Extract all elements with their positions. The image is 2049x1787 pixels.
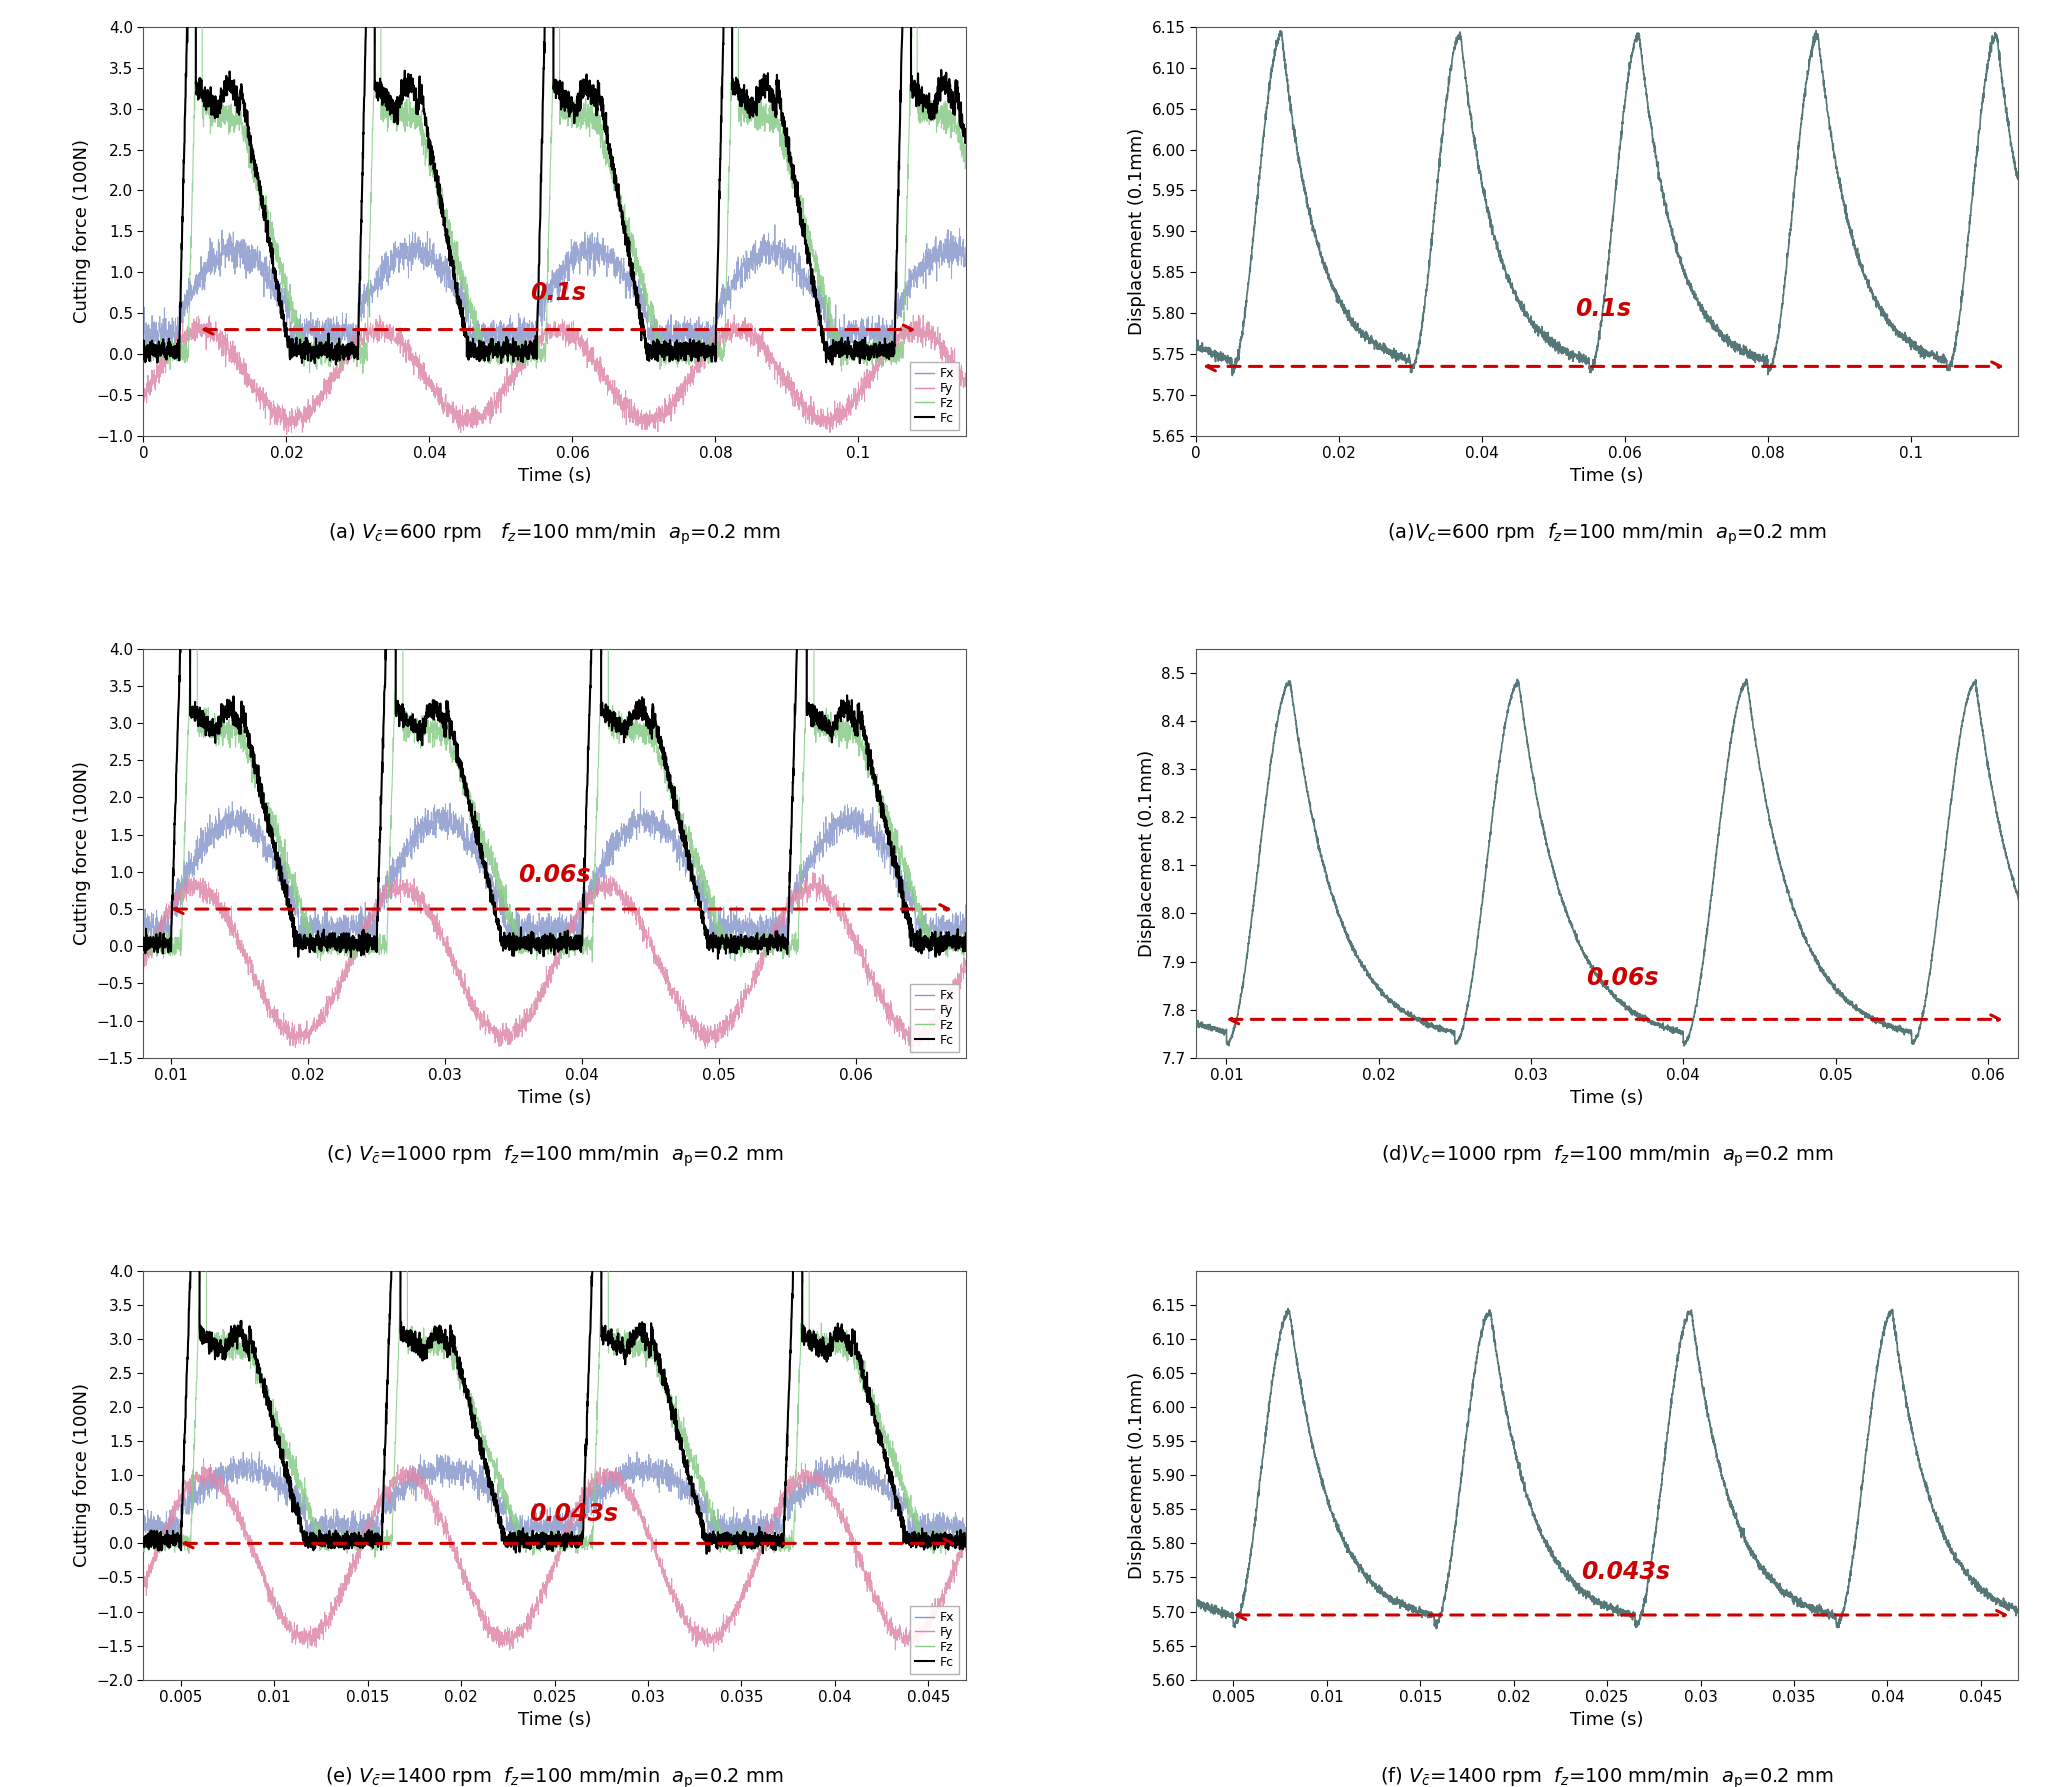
Text: (a) $V_{\bar{c}}$=600 rpm   $f_z$=100 mm/min  $a_{\mathrm{p}}$=0.2 mm: (a) $V_{\bar{c}}$=600 rpm $f_z$=100 mm/m… [328,522,781,547]
X-axis label: Time (s): Time (s) [518,1710,592,1728]
Text: (c) $V_{\bar{c}}$=1000 rpm  $f_z$=100 mm/min  $a_{\mathrm{p}}$=0.2 mm: (c) $V_{\bar{c}}$=1000 rpm $f_z$=100 mm/… [326,1144,783,1169]
Text: 0.06s: 0.06s [518,863,590,886]
X-axis label: Time (s): Time (s) [518,1088,592,1106]
X-axis label: Time (s): Time (s) [1570,1088,1643,1106]
Text: (d)$V_c$=1000 rpm  $f_z$=100 mm/min  $a_{\mathrm{p}}$=0.2 mm: (d)$V_c$=1000 rpm $f_z$=100 mm/min $a_{\… [1381,1144,1834,1169]
Text: 0.1s: 0.1s [531,281,586,306]
Legend: Fx, Fy, Fz, Fc: Fx, Fy, Fz, Fc [910,363,959,429]
X-axis label: Time (s): Time (s) [1570,466,1643,484]
Legend: Fx, Fy, Fz, Fc: Fx, Fy, Fz, Fc [910,985,959,1051]
Text: 0.06s: 0.06s [1586,967,1658,990]
Y-axis label: Displacement (0.1mm): Displacement (0.1mm) [1129,127,1145,334]
Y-axis label: Displacement (0.1mm): Displacement (0.1mm) [1129,1372,1145,1580]
Text: 0.043s: 0.043s [529,1503,619,1526]
Text: (a)$V_c$=600 rpm  $f_z$=100 mm/min  $a_{\mathrm{p}}$=0.2 mm: (a)$V_c$=600 rpm $f_z$=100 mm/min $a_{\m… [1387,522,1828,547]
Y-axis label: Cutting force (100N): Cutting force (100N) [72,1383,90,1567]
X-axis label: Time (s): Time (s) [1570,1710,1643,1728]
Text: (e) $V_{\bar{c}}$=1400 rpm  $f_z$=100 mm/min  $a_{\mathrm{p}}$=0.2 mm: (e) $V_{\bar{c}}$=1400 rpm $f_z$=100 mm/… [326,1766,785,1787]
Y-axis label: Cutting force (100N): Cutting force (100N) [72,761,90,945]
Text: 0.1s: 0.1s [1576,297,1631,322]
Y-axis label: Cutting force (100N): Cutting force (100N) [72,139,90,323]
Legend: Fx, Fy, Fz, Fc: Fx, Fy, Fz, Fc [910,1607,959,1674]
Text: 0.043s: 0.043s [1582,1560,1670,1585]
Y-axis label: Displacement (0.1mm): Displacement (0.1mm) [1137,751,1156,956]
X-axis label: Time (s): Time (s) [518,466,592,484]
Text: (f) $V_{\bar{c}}$=1400 rpm  $f_z$=100 mm/min  $a_{\mathrm{p}}$=0.2 mm: (f) $V_{\bar{c}}$=1400 rpm $f_z$=100 mm/… [1381,1766,1834,1787]
